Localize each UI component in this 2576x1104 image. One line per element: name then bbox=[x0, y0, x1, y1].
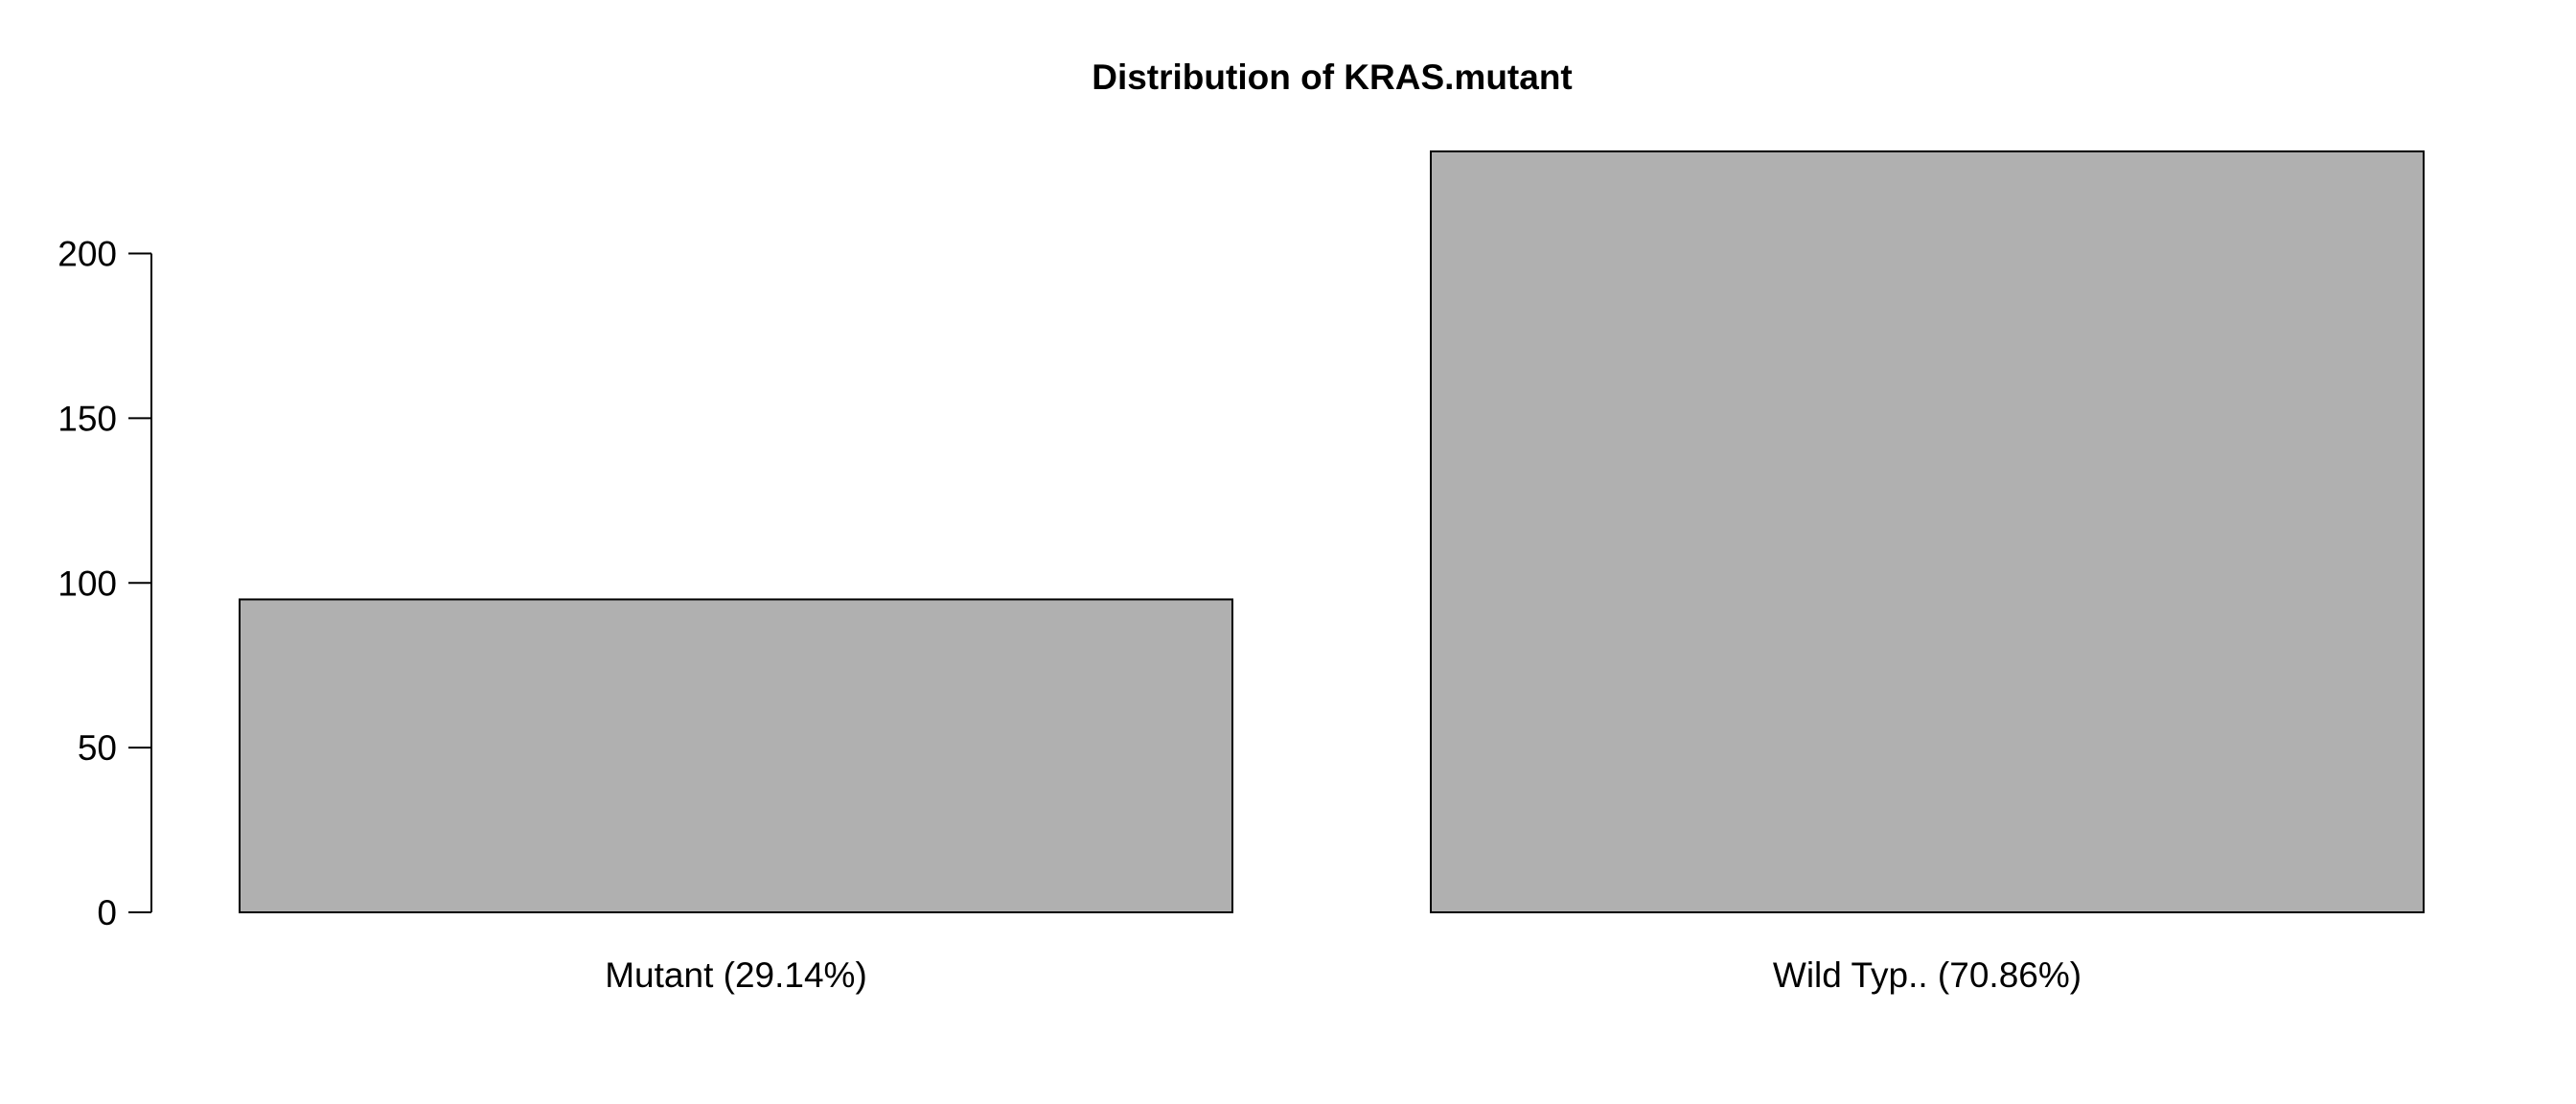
y-tick-label: 0 bbox=[97, 893, 117, 932]
y-tick-label: 150 bbox=[58, 399, 117, 438]
x-category-label: Mutant (29.14%) bbox=[605, 955, 867, 995]
y-tick-label: 100 bbox=[58, 564, 117, 603]
x-axis-labels: Mutant (29.14%) Wild Typ.. (70.86%) bbox=[605, 955, 2082, 995]
y-tick-label: 50 bbox=[78, 728, 117, 768]
x-category-label: Wild Typ.. (70.86%) bbox=[1773, 955, 2082, 995]
y-tick-label: 200 bbox=[58, 235, 117, 274]
chart-title: Distribution of KRAS.mutant bbox=[1092, 58, 1573, 97]
bars-group bbox=[239, 150, 2425, 913]
bar bbox=[239, 598, 1233, 913]
y-axis: 0 50 100 150 200 bbox=[58, 235, 152, 932]
bar bbox=[1430, 150, 2425, 913]
